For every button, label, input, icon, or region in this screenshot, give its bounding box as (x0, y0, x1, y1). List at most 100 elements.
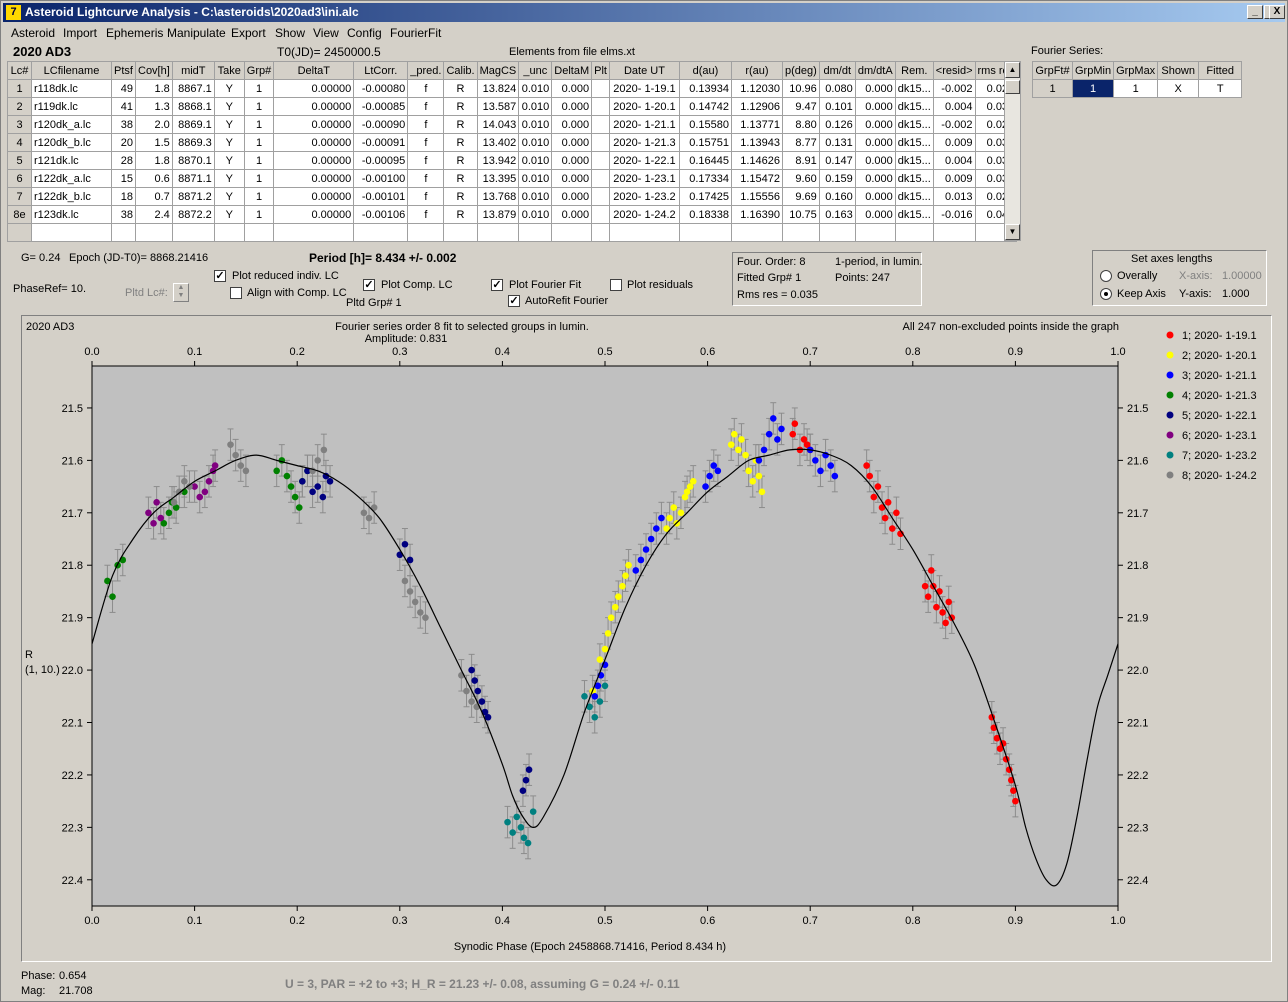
col-header[interactable]: Ptsf (111, 61, 136, 80)
table-cell[interactable]: 7 (7, 187, 32, 206)
table-cell[interactable]: 0.010 (518, 205, 553, 224)
table-cell[interactable]: 0.000 (854, 187, 896, 206)
table-cell[interactable]: 0.6 (135, 169, 173, 188)
table-cell[interactable]: 0.009 (932, 169, 976, 188)
scroll-up-icon[interactable]: ▲ (1005, 62, 1020, 78)
table-row[interactable]: 8e r123dk.lc 38 2.4 8872.2 Y 1 0.00000 -0.00106 f… (7, 205, 1018, 224)
plot-reduced-checkbox[interactable]: ✓ (214, 270, 226, 282)
col-header[interactable]: LtCorr. (353, 61, 409, 80)
menu-fourierfit[interactable]: FourierFit (390, 26, 442, 40)
table-cell[interactable]: 1 (243, 205, 275, 224)
table-cell[interactable]: 0.010 (518, 115, 553, 134)
table-cell[interactable]: 0.131 (818, 133, 856, 152)
table-cell[interactable]: 28 (111, 151, 136, 170)
table-cell[interactable]: R (443, 205, 478, 224)
table-cell[interactable]: 10.75 (781, 205, 820, 224)
table-cell[interactable]: R (443, 97, 478, 116)
table-cell[interactable]: dk15... (894, 205, 934, 224)
table-cell[interactable]: 2020- 1-19.1 (608, 79, 680, 98)
table-cell[interactable]: -0.00095 (353, 151, 409, 170)
minimize-button[interactable]: _ (1247, 5, 1263, 19)
table-cell[interactable]: 13.395 (476, 169, 520, 188)
table-cell[interactable]: 0.00000 (273, 169, 355, 188)
table-cell[interactable]: 0.163 (818, 205, 856, 224)
table-cell[interactable]: 0.16445 (678, 151, 732, 170)
table-cell[interactable]: 0.17425 (678, 187, 732, 206)
table-row[interactable]: 3 r120dk_a.lc 38 2.0 8869.1 Y 1 0.00000 -0.00090… (7, 115, 1018, 134)
table-cell[interactable]: -0.00091 (353, 133, 409, 152)
table-cell[interactable]: 1 (243, 115, 275, 134)
table-cell[interactable]: 8.91 (781, 151, 820, 170)
table-cell[interactable] (353, 223, 409, 242)
table-cell[interactable] (518, 223, 553, 242)
pltd-lc-spinner[interactable]: ▲ ▼ (173, 283, 189, 302)
table-cell[interactable]: Y (213, 187, 245, 206)
menu-import[interactable]: Import (63, 26, 98, 40)
table-cell[interactable]: 1.8 (135, 79, 173, 98)
table-cell[interactable]: -0.002 (932, 79, 976, 98)
col-header[interactable]: MagCS (476, 61, 520, 80)
table-cell[interactable] (781, 223, 820, 242)
table-row[interactable]: 4 r120dk_b.lc 20 1.5 8869.3 Y 1 0.00000 -0.00091… (7, 133, 1018, 152)
table-cell[interactable]: r122dk_b.lc (31, 187, 112, 206)
col-header[interactable]: Fitted (1198, 61, 1243, 80)
yaxis-value[interactable]: 1.000 (1222, 288, 1250, 300)
table-row[interactable]: 2 r119dk.lc 41 1.3 8868.1 Y 1 0.00000 -0.00085 f R… (7, 97, 1018, 116)
table-cell[interactable]: 0.010 (518, 187, 553, 206)
menu-config[interactable]: Config (347, 26, 382, 40)
col-header[interactable]: Take (213, 61, 245, 80)
table-cell[interactable]: 13.879 (476, 205, 520, 224)
col-header[interactable]: GrpMin (1071, 61, 1115, 80)
col-header[interactable]: d(au) (678, 61, 732, 80)
col-header[interactable]: GrpMax (1113, 61, 1159, 80)
table-cell[interactable]: 0.00000 (273, 79, 355, 98)
table-cell[interactable]: r118dk.lc (31, 79, 112, 98)
table-cell[interactable]: 0.17334 (678, 169, 732, 188)
table-cell[interactable]: 0.013 (932, 187, 976, 206)
table-cell[interactable]: 1.12906 (730, 97, 783, 116)
table-cell[interactable]: 0.000 (854, 205, 896, 224)
lightcurve-plot[interactable]: 0.0 0.0 0.1 0.1 0.2 0.2 0.3 0.3 0.4 0.4 0.5 0.5 0.6 0… (21, 315, 1272, 962)
table-cell[interactable]: Y (213, 205, 245, 224)
table-cell[interactable]: R (443, 169, 478, 188)
table-cell[interactable]: X (1157, 79, 1200, 98)
table-cell[interactable]: T (1198, 79, 1243, 98)
table-cell[interactable]: 0.7 (135, 187, 173, 206)
table-cell[interactable]: 0.000 (854, 133, 896, 152)
col-header[interactable]: _unc (518, 61, 553, 80)
table-cell[interactable]: Y (213, 79, 245, 98)
table-cell[interactable]: 38 (111, 205, 136, 224)
table-cell[interactable]: 13.402 (476, 133, 520, 152)
table-cell[interactable]: R (443, 115, 478, 134)
overally-radio[interactable] (1100, 270, 1112, 282)
table-cell[interactable]: Y (213, 169, 245, 188)
title-bar[interactable]: 7 Asteroid Lightcurve Analysis - C:\aste… (3, 3, 1285, 22)
table-cell[interactable]: 0.000 (551, 97, 593, 116)
table-cell[interactable]: r122dk_a.lc (31, 169, 112, 188)
table-cell[interactable]: 0.004 (932, 97, 976, 116)
table-cell[interactable]: f (407, 151, 445, 170)
table-cell[interactable]: f (407, 169, 445, 188)
scroll-down-icon[interactable]: ▼ (1005, 224, 1020, 240)
table-cell[interactable] (7, 223, 32, 242)
scroll-thumb[interactable] (1005, 80, 1020, 94)
table-cell[interactable]: r121dk.lc (31, 151, 112, 170)
table-cell[interactable]: 49 (111, 79, 136, 98)
table-cell[interactable] (854, 223, 896, 242)
table-cell[interactable] (243, 223, 275, 242)
table-cell[interactable]: 8868.1 (171, 97, 215, 116)
table-cell[interactable]: 1.14626 (730, 151, 783, 170)
autorefit-checkbox[interactable]: ✓ (508, 295, 520, 307)
table-cell[interactable]: 0.15751 (678, 133, 732, 152)
table-cell[interactable]: -0.00085 (353, 97, 409, 116)
table-cell[interactable]: dk15... (894, 187, 934, 206)
table-row[interactable]: 7 r122dk_b.lc 18 0.7 8871.2 Y 1 0.00000 -0.00101… (7, 187, 1018, 206)
table-cell[interactable] (31, 223, 112, 242)
table-cell[interactable]: 1 (7, 79, 32, 98)
table-cell[interactable]: 0.000 (551, 205, 593, 224)
table-cell[interactable]: 0.00000 (273, 133, 355, 152)
table-cell[interactable]: dk15... (894, 133, 934, 152)
table-cell[interactable]: 0.000 (551, 151, 593, 170)
col-header[interactable]: Grp# (243, 61, 275, 80)
